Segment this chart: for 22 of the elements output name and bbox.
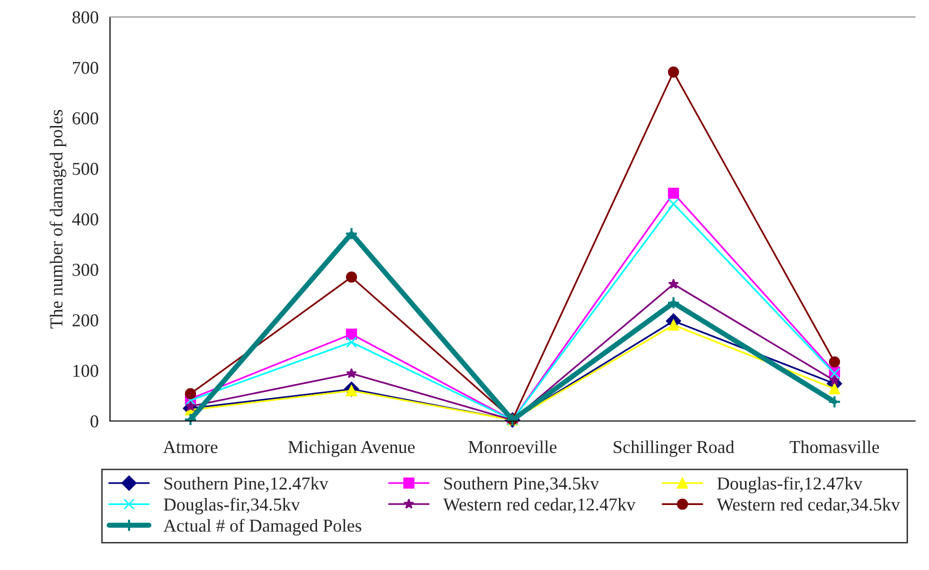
y-tick-label: 400 — [72, 213, 98, 226]
y-tick-label: 700 — [72, 62, 98, 74]
legend-label: Douglas-fir,12.47kv — [717, 476, 862, 494]
legend-label: Southern Pine,12.47kv — [164, 476, 328, 492]
x-tick-label: Monroeville — [468, 440, 556, 454]
y-tick-label: 800 — [72, 11, 98, 24]
y-tick-label: 200 — [72, 314, 98, 326]
y-tick-label: 500 — [72, 162, 98, 175]
x-tick-label: Michigan Avenue — [288, 440, 415, 457]
x-tick-label: Thomasville — [790, 440, 880, 454]
y-tick-label: 600 — [72, 112, 98, 124]
x-tick-label: Atmore — [163, 441, 218, 454]
legend-label: Douglas-fir,34.5kv — [164, 498, 300, 514]
y-tick-label: 100 — [73, 364, 98, 377]
legend-label: Actual # of Damaged Poles — [164, 518, 362, 536]
y-axis-title: The number of damaged poles — [50, 110, 66, 328]
y-tick-label: 0 — [90, 415, 98, 428]
legend-label: Western red cedar,34.5kv — [716, 498, 900, 514]
x-tick-label: Schillinger Road — [614, 440, 734, 457]
y-tick-label: 300 — [72, 264, 98, 276]
legend-label: Southern Pine,34.5kv — [444, 476, 600, 492]
legend-label: Western red cedar,12.47kv — [443, 498, 636, 514]
